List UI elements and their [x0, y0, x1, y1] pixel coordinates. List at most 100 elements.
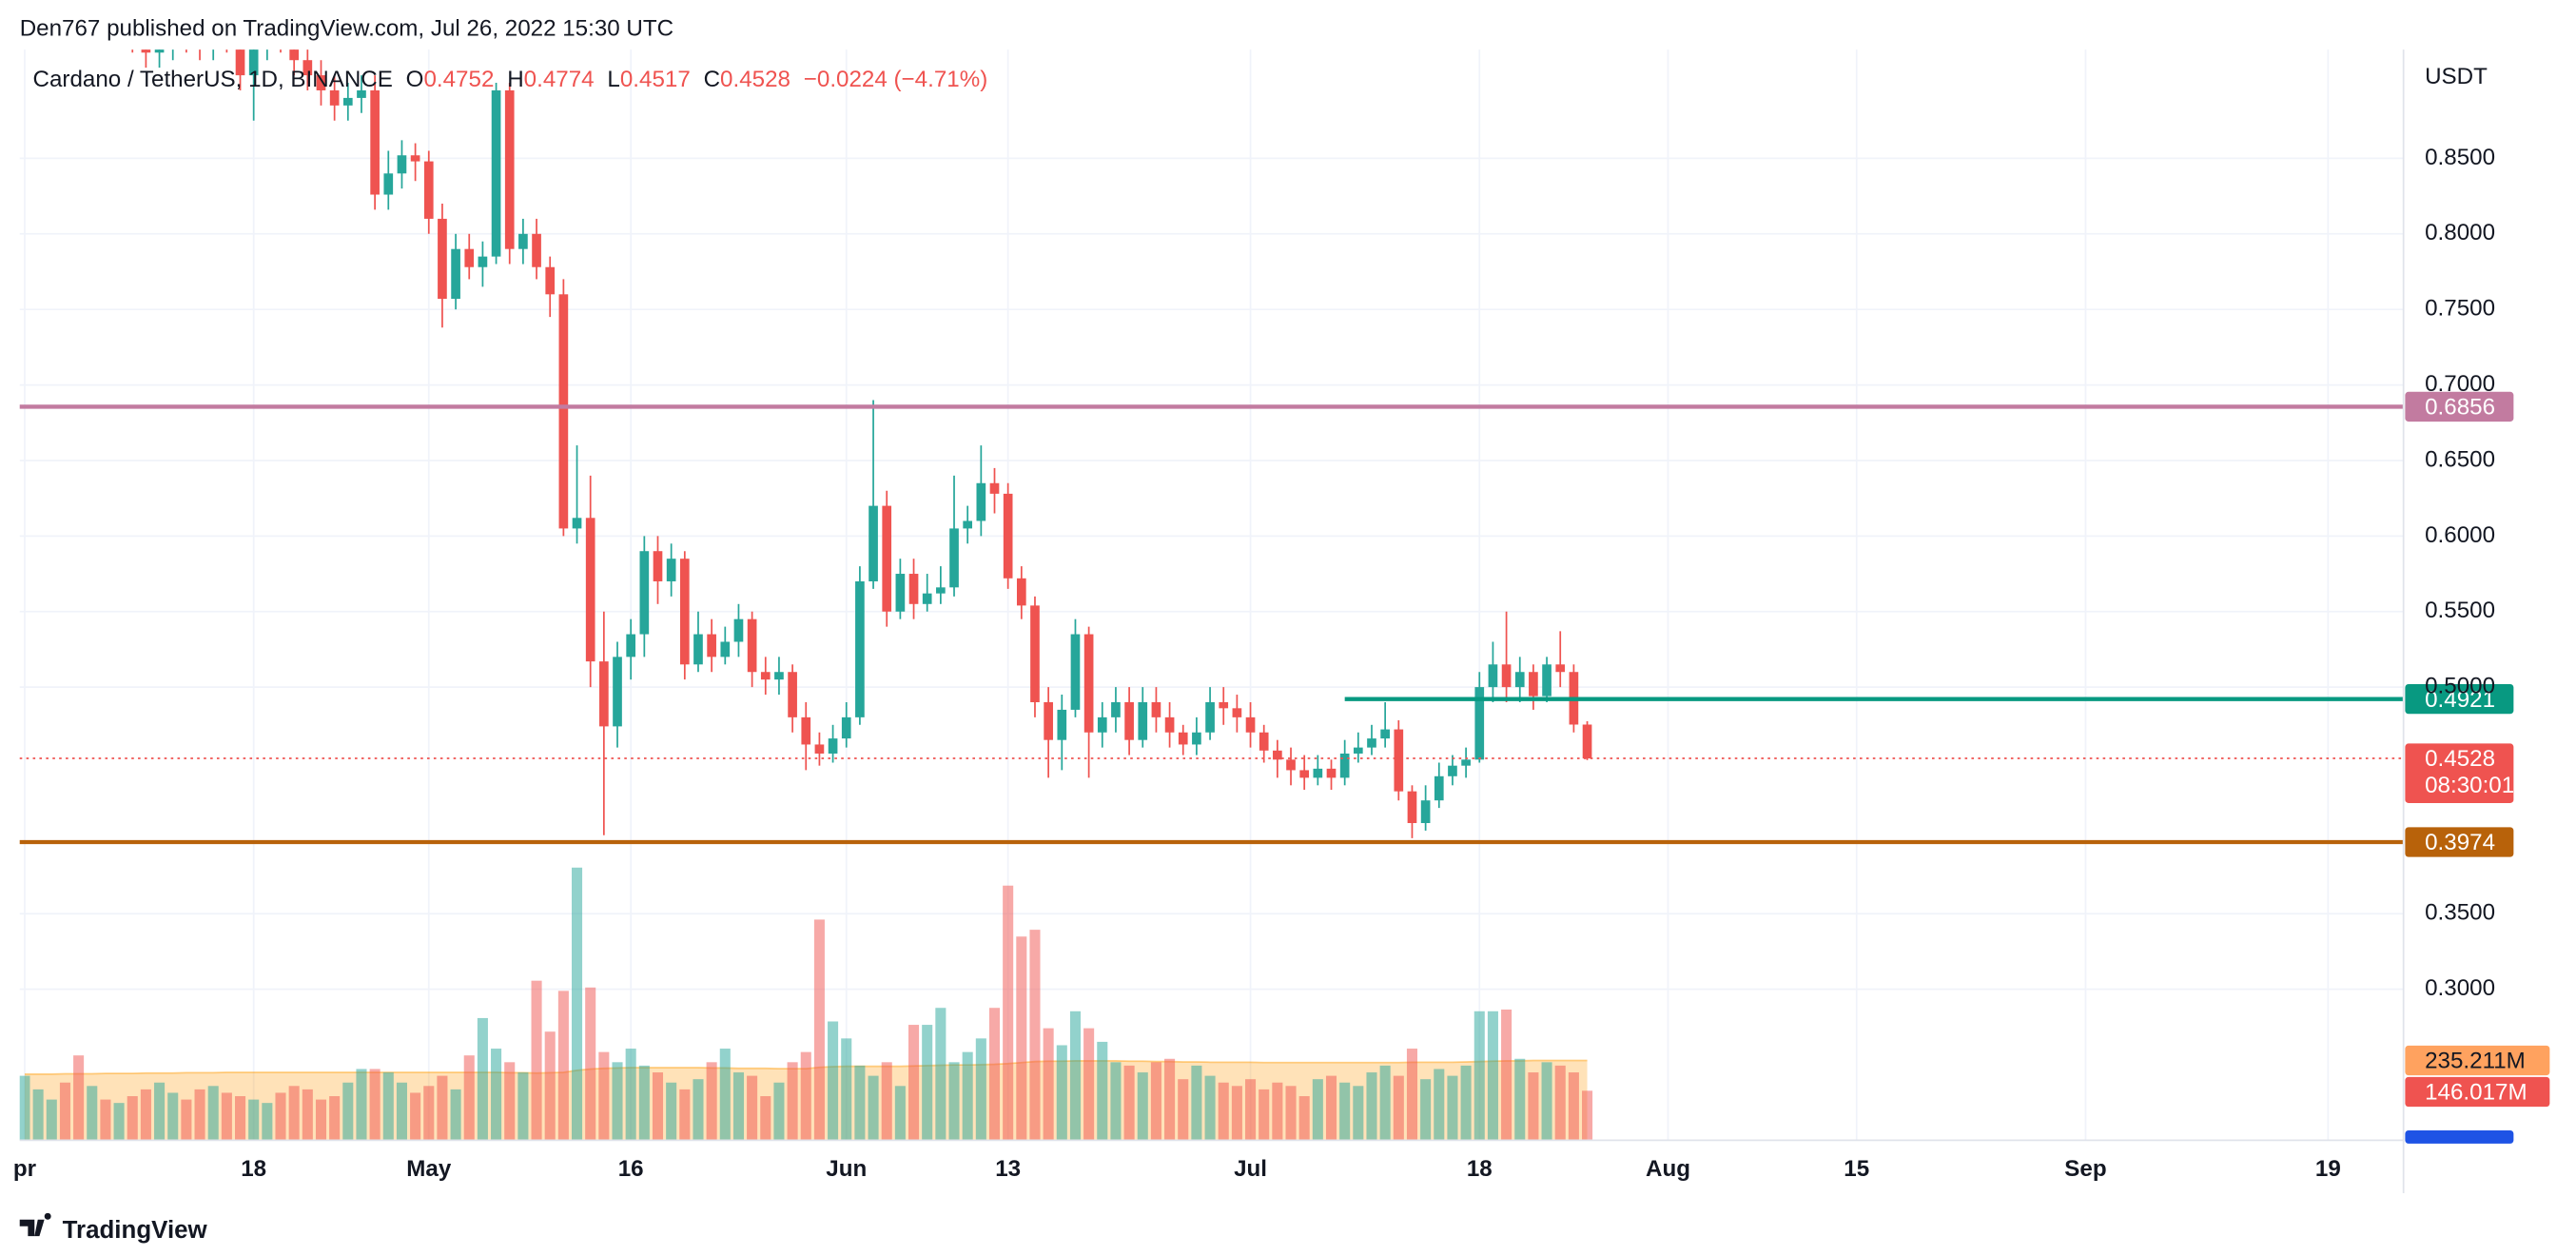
volume-bar: [828, 1021, 839, 1141]
grid: [19, 49, 2404, 1141]
candle-body: [868, 505, 878, 581]
candle-body: [1030, 605, 1040, 702]
candle-body: [1178, 732, 1188, 745]
candle-body: [855, 580, 865, 717]
candle-body: [908, 574, 919, 604]
candle-body: [1124, 701, 1134, 740]
candle-body: [828, 738, 838, 754]
o-letter: O: [406, 67, 424, 92]
y-tick-label: 0.3000: [2425, 975, 2495, 1001]
volume-bar: [922, 1025, 933, 1141]
volume-bar: [1568, 1072, 1579, 1141]
candle-body: [1205, 701, 1215, 733]
volume-bar: [544, 1031, 556, 1141]
price-label: 0.6856: [2425, 395, 2495, 421]
volume-bar: [59, 1082, 70, 1141]
volume-label-bg: [2405, 1076, 2550, 1108]
volume-bar: [275, 1092, 286, 1141]
candle-body: [1003, 493, 1013, 579]
candle-body: [1353, 747, 1363, 754]
volume-bar: [1582, 1090, 1593, 1141]
volume-bar: [1259, 1089, 1270, 1141]
candle-body: [1259, 732, 1269, 751]
x-tick-label: pr: [13, 1156, 37, 1182]
h-value: 0.4774: [524, 67, 595, 92]
candle-body: [451, 248, 460, 300]
y-tick-label: 0.7500: [2425, 296, 2495, 322]
volume-bar: [248, 1099, 260, 1141]
volume-bar: [127, 1096, 138, 1141]
last-price-bg: [2405, 743, 2514, 803]
volume-bar: [732, 1072, 744, 1141]
volume-bar: [585, 987, 596, 1141]
x-tick-label: Jun: [826, 1156, 867, 1182]
volume-bar: [32, 1089, 44, 1141]
volume-bar: [315, 1099, 327, 1141]
candle-body: [464, 248, 475, 267]
volume-bar: [962, 1051, 973, 1141]
volume-bar: [881, 1062, 892, 1141]
volume-bar: [1204, 1075, 1216, 1141]
candle-body: [370, 89, 380, 195]
candle-body: [383, 173, 394, 195]
volume-bar: [517, 1072, 529, 1141]
y-tick-label: 0.5500: [2425, 598, 2495, 623]
volume-bar: [1298, 1096, 1310, 1141]
candle-body: [788, 672, 797, 717]
candle-body: [1083, 634, 1094, 733]
volume-bar: [194, 1089, 205, 1141]
volume-bar: [625, 1049, 636, 1141]
volume-bar: [1056, 1045, 1067, 1141]
volume-ma-label-bg: [2405, 1045, 2550, 1076]
volume-bar: [1285, 1086, 1297, 1141]
last-price-label: 0.4528: [2425, 746, 2495, 772]
volume-bar: [747, 1075, 758, 1141]
volume-bar: [1245, 1079, 1257, 1141]
volume-bar: [19, 1075, 30, 1141]
candle-body: [760, 672, 771, 680]
y-tick-label: 0.3500: [2425, 900, 2495, 926]
volume-bar: [369, 1069, 381, 1141]
volume-bar: [1541, 1062, 1552, 1141]
volume-bar: [410, 1092, 421, 1141]
candle-body: [1474, 687, 1485, 760]
candle-body: [733, 618, 744, 642]
volume-bar: [396, 1082, 407, 1141]
volume-bar: [329, 1096, 341, 1141]
candle-body: [1192, 732, 1201, 745]
volume-bar: [504, 1062, 516, 1141]
volume-bar: [760, 1096, 771, 1141]
candle-body: [289, 49, 300, 61]
volume-bar: [1110, 1062, 1122, 1141]
volume-bar: [1218, 1082, 1229, 1141]
logo: TradingView: [19, 1212, 207, 1244]
candle-body: [572, 518, 582, 529]
volume-bar: [437, 1075, 448, 1141]
publisher: Den767 published on TradingView.com, Jul…: [20, 16, 673, 42]
candle-body: [248, 49, 259, 76]
candle-body: [154, 49, 165, 53]
volume-bar: [1029, 930, 1041, 1141]
candle-body: [693, 634, 703, 665]
volume-bar: [1164, 1058, 1176, 1141]
volume-bar: [491, 1049, 502, 1141]
candle-body: [397, 155, 407, 174]
candle-body: [1164, 716, 1175, 733]
candle-body: [357, 89, 366, 98]
volume-bar: [894, 1086, 906, 1141]
volume-bar: [342, 1082, 354, 1141]
candle-body: [438, 218, 447, 300]
volume-bar: [1016, 936, 1027, 1141]
candle-body: [1016, 578, 1026, 606]
volume-bar: [787, 1062, 798, 1141]
candle-body: [1407, 791, 1417, 824]
candle-body: [545, 266, 556, 295]
candle-body: [801, 716, 811, 745]
candle-body: [1448, 765, 1457, 776]
volume-bar: [1043, 1028, 1054, 1141]
volume-bar: [666, 1082, 677, 1141]
volume-bar: [813, 919, 825, 1141]
candle-body: [235, 49, 245, 76]
